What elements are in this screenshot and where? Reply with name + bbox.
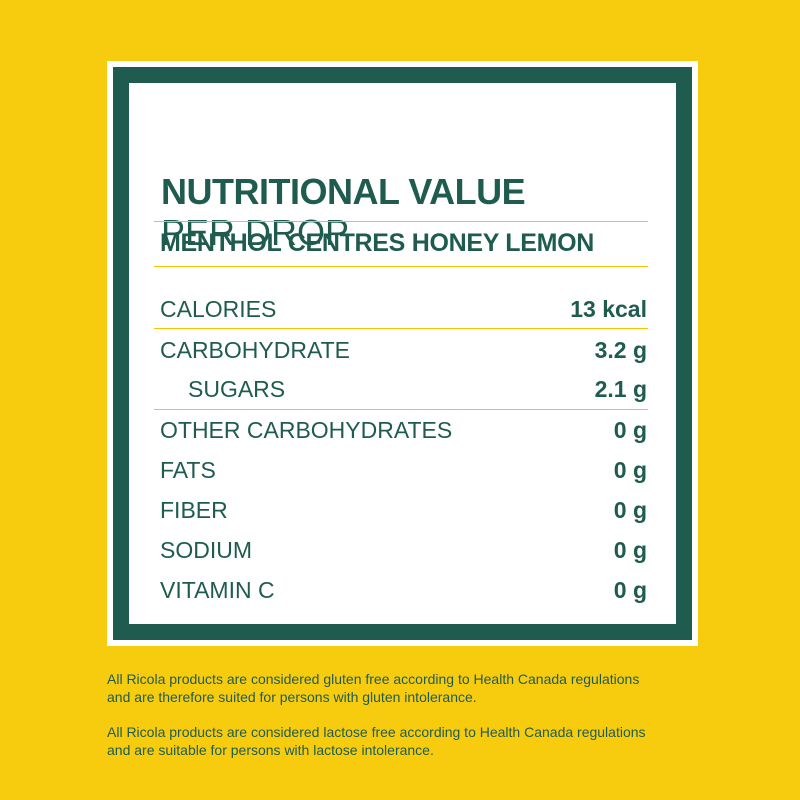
nutrient-label-sodium: SODIUM (160, 537, 252, 563)
footnote-gluten-line2: and are therefore suited for persons wit… (107, 689, 477, 705)
nutrient-label-other-carbohydrates: OTHER CARBOHYDRATES (160, 417, 453, 443)
page-title: NUTRITIONAL VALUE (161, 171, 526, 212)
footnote-lactose: All Ricola products are considered lacto… (107, 723, 707, 759)
divider-sugars (154, 409, 648, 410)
nutrient-value-sodium: 0 g (613, 537, 647, 563)
nutrient-label-sugars: SUGARS (188, 376, 286, 402)
nutrient-value-other-carbohydrates: 0 g (613, 417, 647, 443)
divider-product (154, 266, 648, 267)
nutrient-value-carbohydrate: 3.2 g (594, 337, 647, 363)
footnote-lactose-line2: and are suitable for persons with lactos… (107, 742, 434, 758)
divider-calories (154, 328, 648, 329)
footnote-gluten-line1: All Ricola products are considered glute… (107, 671, 640, 687)
nutrient-label-fiber: FIBER (160, 497, 228, 523)
product-name: MENTHOL CENTRES HONEY LEMON (160, 229, 595, 257)
nutrient-value-fats: 0 g (613, 457, 647, 483)
page-subtitle: PER DROP (161, 212, 350, 253)
nutrient-label-fats: FATS (160, 457, 216, 483)
nutrient-label-vitamin-c: VITAMIN C (160, 577, 275, 603)
nutrient-value-fiber: 0 g (613, 497, 647, 523)
nutrition-card: NUTRITIONAL VALUE PER DROP (107, 61, 698, 646)
footnote-gluten: All Ricola products are considered glute… (107, 670, 707, 706)
footnote-lactose-line1: All Ricola products are considered lacto… (107, 724, 646, 740)
nutrient-value-vitamin-c: 0 g (613, 577, 647, 603)
divider-top (154, 221, 648, 222)
nutrient-label-carbohydrate: CARBOHYDRATE (160, 337, 350, 363)
nutrition-card-border (113, 67, 692, 640)
nutrient-value-calories: 13 kcal (570, 296, 647, 322)
nutrient-label-calories: CALORIES (160, 296, 277, 322)
nutrient-value-sugars: 2.1 g (594, 376, 647, 402)
